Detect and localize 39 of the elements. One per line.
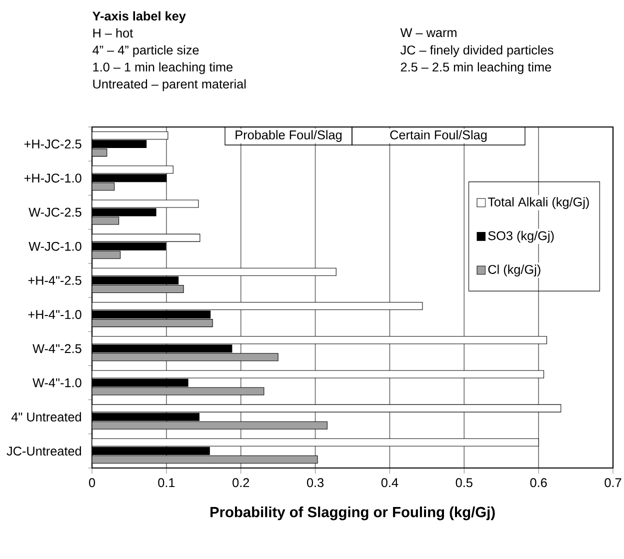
y-tick-label: +H-4"-2.5	[28, 276, 82, 285]
y-tick-label: W-JC-2.5	[28, 208, 82, 217]
x-tick-label: 0.5	[456, 478, 472, 488]
y-tick-label: W-4"-2.5	[32, 344, 82, 354]
y-tick-label: JC-Untreated	[6, 446, 82, 456]
x-tick-label: 0.1	[158, 478, 175, 488]
text: H – hot	[93, 28, 134, 38]
y-tick-label: W-4"-1.0	[32, 378, 82, 388]
text: Untreated – parent material	[93, 79, 246, 92]
legend-label: Total Alkali (kg/Gj)	[488, 197, 589, 209]
bar	[92, 250, 121, 259]
y-tick-label: 4" Untreated	[11, 412, 81, 422]
annotation: Certain Foul/Slag	[390, 130, 487, 142]
text: JC – finely divided particles	[400, 45, 554, 58]
x-tick-label: 0.2	[232, 478, 250, 488]
chart-title: Y-axis label key	[92, 11, 186, 24]
x-tick-label: 0.7	[604, 478, 622, 488]
bar	[92, 353, 278, 362]
legend-label: Cl (kg/Gj)	[488, 264, 540, 276]
x-tick-label: 0	[88, 478, 96, 488]
legend-label: SO3 (kg/Gj)	[488, 230, 554, 243]
text: 2.5 – 2.5 min leaching time	[400, 62, 552, 74]
x-tick-label: 0.6	[530, 478, 547, 488]
bar	[92, 284, 184, 293]
x-tick-label: 0.3	[306, 478, 324, 488]
bar	[92, 421, 328, 430]
annotation: Probable Foul/Slag	[236, 130, 342, 142]
text: 4” – 4” particle size	[92, 45, 199, 58]
bar	[92, 319, 213, 328]
x-tick-label: 0.4	[381, 478, 398, 488]
y-tick-label: +H-JC-1.0	[24, 174, 82, 183]
y-tick-label: +H-4"-1.0	[28, 310, 82, 320]
x-axis-title: Probability of Slagging or Fouling (kg/Gj)	[210, 506, 495, 520]
bar	[92, 455, 318, 464]
text: 1.0 – 1 min leaching time	[93, 62, 232, 74]
y-tick-label: +H-JC-2.5	[24, 140, 82, 149]
text: W – warm	[400, 28, 456, 38]
bar	[92, 182, 115, 191]
y-tick-label: W-JC-1.0	[28, 242, 82, 251]
